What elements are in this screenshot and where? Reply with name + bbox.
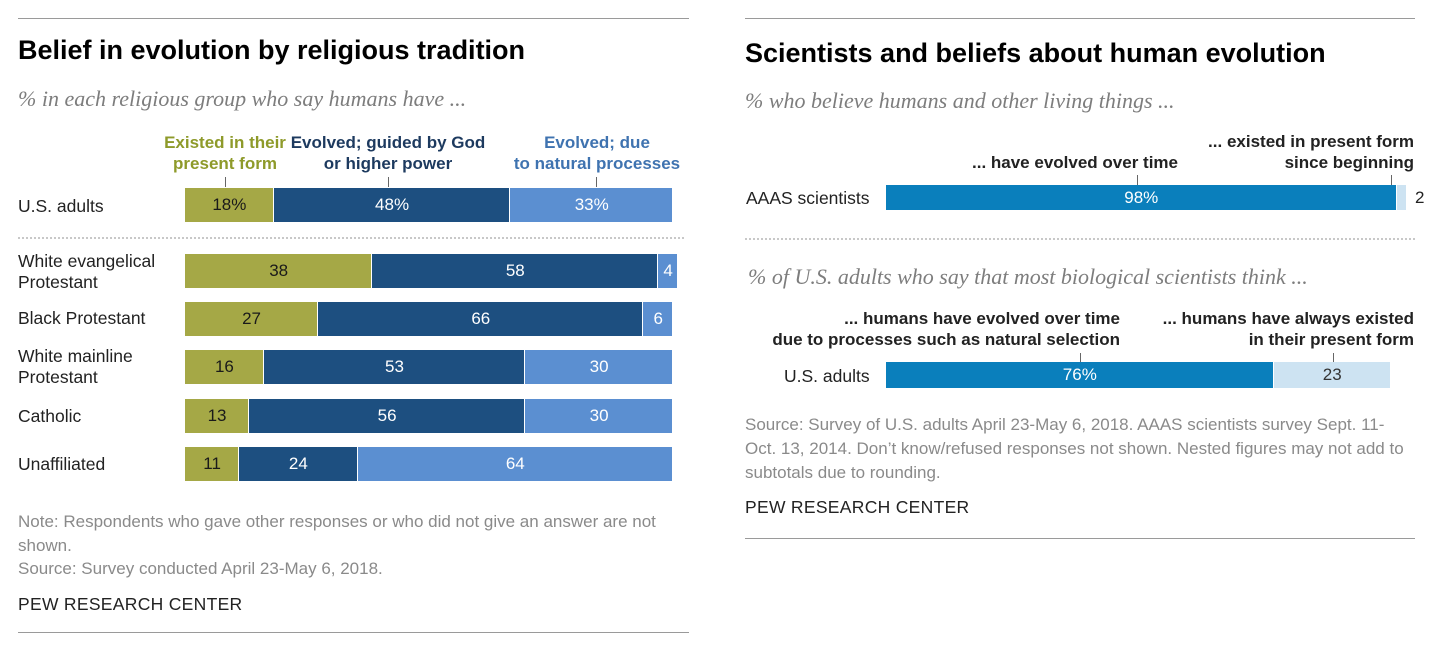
row-5-bar-3 <box>525 399 674 433</box>
group-divider <box>18 237 684 239</box>
series-header-always-existed: ... humans have always existed in their … <box>1124 308 1414 350</box>
header-tick-guided <box>388 177 389 187</box>
row-label-white-evangelical: White evangelical Protestant <box>18 251 156 292</box>
row-label-catholic: Catholic <box>18 406 82 426</box>
left-top-rule <box>18 18 689 19</box>
row-3-bar-1 <box>185 302 319 336</box>
row-2-label-2: 58 <box>505 261 525 280</box>
row-3-label-3: 6 <box>653 309 663 328</box>
series-header-existed-since-beginning-line2: since beginning <box>1284 153 1414 172</box>
aaas-bar-2 <box>1396 185 1407 210</box>
right-chart-subtitle-2: % of U.S. adults who say that most biolo… <box>748 264 1308 289</box>
left-note: Note: Respondents who gave other respons… <box>18 512 656 555</box>
aaas-label-1: 98% <box>1124 187 1159 207</box>
row-6-label-1: 11 <box>203 454 221 473</box>
row-4-bar-2 <box>263 350 526 384</box>
left-source: Source: Survey conducted April 23-May 6,… <box>18 559 383 578</box>
row-5-label-3: 30 <box>589 406 609 425</box>
left-chart-subtitle: % in each religious group who say humans… <box>18 86 467 111</box>
header-tick-natural <box>596 177 597 187</box>
row-4-label-2: 53 <box>385 357 404 376</box>
right-top-rule <box>745 18 1415 19</box>
series-header-guided-line2: or higher power <box>323 154 453 173</box>
header-tick-evolved-over-time <box>1137 175 1138 185</box>
row-6-bar-3 <box>357 447 674 481</box>
row-4-label-1: 16 <box>214 357 234 376</box>
row-1-bar-2 <box>273 188 511 222</box>
series-header-existed-since-beginning: ... existed in present form since beginn… <box>1154 131 1414 173</box>
row-label-white-mainline: White mainline Protestant <box>18 346 133 387</box>
series-header-natural-line2: to natural processes <box>513 154 681 173</box>
row-5-label-1: 13 <box>207 406 227 425</box>
row-3-label-2: 66 <box>471 309 491 328</box>
row-1-bar-3 <box>510 188 674 222</box>
us-adults-label-2: 23 <box>1322 365 1342 384</box>
row-2-label-1: 38 <box>269 261 289 280</box>
left-brand: PEW RESEARCH CENTER <box>18 594 243 614</box>
row-6-label-2: 24 <box>288 454 308 473</box>
row-4-bar-1 <box>185 350 264 384</box>
left-bottom-rule <box>18 632 689 633</box>
right-bottom-rule <box>745 538 1415 539</box>
row-2-bar-1 <box>185 254 373 288</box>
series-header-always-existed-line1: ... humans have always existed <box>1162 309 1414 328</box>
series-header-evolved-natural-selection-line1: ... humans have evolved over time <box>844 309 1120 328</box>
aaas-bar-1 <box>886 185 1397 210</box>
series-header-evolved-natural-selection-line2: due to processes such as natural selecti… <box>772 330 1120 349</box>
right-chart-title: Scientists and beliefs about human evolu… <box>745 38 1326 68</box>
series-header-existed: Existed in their present form <box>135 132 315 174</box>
row-5-label-2: 56 <box>377 406 397 425</box>
row-label-us-adults-2: U.S. adults <box>784 366 870 386</box>
series-header-natural-line1: Evolved; due <box>544 133 650 152</box>
header-tick-evolved-natural-selection <box>1080 353 1081 363</box>
header-tick-always-existed <box>1333 353 1334 363</box>
row-label-us-adults: U.S. adults <box>18 196 104 216</box>
aaas-label-2: 2 <box>1415 187 1425 207</box>
row-4-label-3: 30 <box>589 357 609 376</box>
row-2-bar-3 <box>658 254 678 288</box>
row-1-bar-1 <box>185 188 274 222</box>
series-header-always-existed-line2: in their present form <box>1248 330 1414 349</box>
series-header-existed-line2: present form <box>173 154 277 173</box>
us-adults-label-1: 76% <box>1062 365 1097 384</box>
series-header-natural: Evolved; due to natural processes <box>497 132 697 174</box>
series-header-existed-since-beginning-line1: ... existed in present form <box>1208 132 1414 151</box>
left-chart-title: Belief in evolution by religious traditi… <box>18 35 526 65</box>
row-4-bar-3 <box>525 350 674 384</box>
row-6-label-3: 64 <box>505 454 525 473</box>
right-divider <box>745 238 1415 240</box>
row-label-black-protestant: Black Protestant <box>18 308 146 328</box>
row-1-label-1: 18% <box>212 195 247 214</box>
right-source: Source: Survey of U.S. adults April 23-M… <box>745 415 1404 482</box>
row-6-bar-2 <box>239 447 358 481</box>
row-label-unaffiliated: Unaffiliated <box>18 454 106 474</box>
series-header-existed-line1: Existed in their <box>164 133 286 152</box>
header-tick-existed <box>225 177 226 187</box>
series-header-evolved-natural-selection: ... humans have evolved over time due to… <box>740 308 1120 350</box>
row-2-label-3: 4 <box>663 261 673 280</box>
row-3-bar-2 <box>318 302 644 336</box>
series-header-guided-line1: Evolved; guided by God <box>290 133 486 152</box>
row-5-bar-2 <box>249 399 526 433</box>
us-adults-bar-2 <box>1273 362 1391 388</box>
us-adults-bar-1 <box>886 362 1274 388</box>
row-3-label-1: 27 <box>242 309 262 328</box>
row-1-label-3: 33% <box>574 195 609 214</box>
series-header-guided: Evolved; guided by God or higher power <box>278 132 498 174</box>
row-6-bar-1 <box>185 447 240 481</box>
row-label-aaas-scientists: AAAS scientists <box>746 188 870 208</box>
row-5-bar-1 <box>185 399 250 433</box>
row-2-bar-2 <box>372 254 659 288</box>
series-header-evolved-over-time: ... have evolved over time <box>972 153 1178 172</box>
right-chart-subtitle-1: % who believe humans and other living th… <box>745 88 1175 113</box>
row-1-label-2: 48% <box>375 195 410 214</box>
header-tick-existed-since-beginning <box>1391 175 1392 185</box>
right-brand: PEW RESEARCH CENTER <box>745 497 970 517</box>
row-3-bar-3 <box>643 302 674 336</box>
